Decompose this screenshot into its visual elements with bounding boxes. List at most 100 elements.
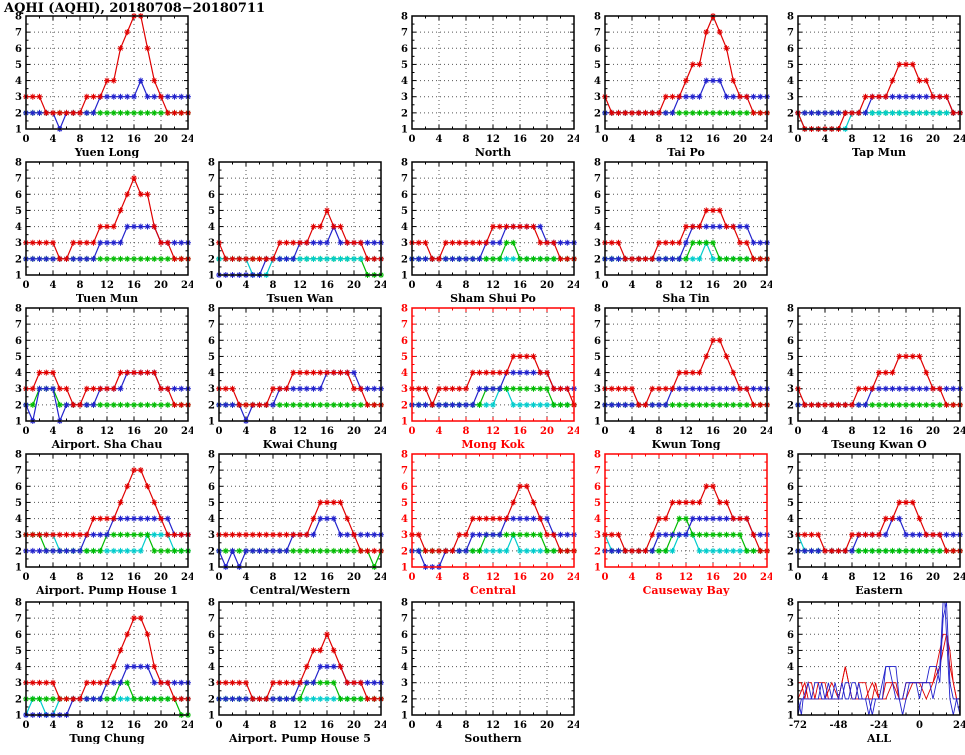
- station-label-tsuen-wan: Tsuen Wan: [267, 292, 334, 304]
- series-line-blue-b: [797, 601, 960, 716]
- x-tick-label: 4: [50, 280, 57, 291]
- x-tick-label: 12: [679, 426, 693, 437]
- y-tick-label: 4: [208, 368, 215, 379]
- x-tick-label: 16: [899, 134, 913, 145]
- series-markers-red: [409, 483, 577, 554]
- x-tick-label: 0: [409, 572, 416, 583]
- x-tick-label: 12: [293, 720, 307, 731]
- chart-central: 1 2 3 4 5 6 7 8 0 4 8 12 16 20 24 Central: [386, 450, 581, 598]
- y-tick-label: 3: [15, 530, 22, 541]
- y-tick-label: 5: [208, 206, 215, 217]
- station-label-kwai-chung: Kwai Chung: [263, 438, 338, 450]
- y-tick-label: 6: [594, 482, 601, 493]
- y-tick-label: 3: [594, 92, 601, 103]
- chart-causeway-bay: 1 2 3 4 5 6 7 8 0 4 8 12 16 20 24 Causeway Bay: [579, 450, 774, 598]
- y-tick-label: 2: [208, 694, 215, 705]
- station-label-airport-pump-house-5: Airport. Pump House 5: [228, 732, 371, 744]
- station-label-north: North: [475, 146, 511, 158]
- y-tick-label: 6: [15, 190, 22, 201]
- x-tick-label: 24: [374, 720, 386, 731]
- x-tick-label: 4: [629, 134, 636, 145]
- series-line-red-b: [797, 634, 960, 701]
- y-tick-label: 3: [15, 678, 22, 689]
- plot-border: [411, 601, 575, 716]
- y-tick-label: 6: [594, 190, 601, 201]
- y-tick-label: 1: [15, 125, 22, 136]
- x-tick-label: -72: [789, 720, 807, 731]
- y-tick-label: 8: [15, 598, 22, 609]
- y-tick-label: 8: [15, 450, 22, 461]
- x-tick-label: 8: [463, 134, 470, 145]
- y-tick-label: 1: [15, 563, 22, 574]
- x-tick-label: 12: [679, 134, 693, 145]
- station-label-tseung-kwan-o: Tseung Kwan O: [831, 438, 927, 450]
- y-tick-label: 3: [15, 238, 22, 249]
- x-tick-label: 0: [795, 134, 802, 145]
- y-tick-label: 8: [401, 158, 408, 169]
- y-tick-label: 6: [208, 630, 215, 641]
- y-tick-label: 6: [401, 44, 408, 55]
- station-label-yuen-long: Yuen Long: [74, 146, 140, 158]
- y-tick-label: 5: [787, 498, 794, 509]
- y-tick-label: 4: [594, 514, 601, 525]
- y-tick-label: 5: [401, 646, 408, 657]
- x-tick-label: 20: [926, 134, 940, 145]
- y-tick-label: 2: [401, 546, 408, 557]
- x-tick-label: 24: [953, 572, 965, 583]
- y-tick-label: 7: [787, 466, 794, 477]
- y-tick-label: 2: [787, 108, 794, 119]
- series-line-blue-a: [797, 601, 961, 716]
- y-tick-label: 5: [787, 352, 794, 363]
- y-tick-label: 2: [401, 254, 408, 265]
- y-tick-label: 1: [401, 711, 408, 722]
- chart-kwun-tong: 1 2 3 4 5 6 7 8 0 4 8 12 16 20 24 Kwun Tong: [579, 304, 774, 452]
- x-tick-label: 8: [463, 720, 470, 731]
- chart-yuen-long: 1 2 3 4 5 6 7 8 0 4 8 12 16 20 24 Yuen Long: [0, 12, 195, 160]
- y-tick-label: 5: [594, 206, 601, 217]
- y-tick-label: 8: [594, 304, 601, 315]
- x-tick-label: 8: [656, 280, 663, 291]
- plot-border: [25, 15, 189, 130]
- y-tick-label: 8: [208, 598, 215, 609]
- y-tick-label: 7: [208, 614, 215, 625]
- y-tick-label: 1: [401, 125, 408, 136]
- y-tick-label: 7: [787, 614, 794, 625]
- station-label-sham-shui-po: Sham Shui Po: [450, 292, 536, 304]
- x-tick-label: 16: [706, 426, 720, 437]
- x-tick-label: 8: [77, 426, 84, 437]
- y-tick-label: 4: [594, 222, 601, 233]
- x-tick-label: 20: [347, 572, 361, 583]
- y-tick-label: 7: [594, 320, 601, 331]
- x-tick-label: 4: [822, 572, 829, 583]
- x-tick-label: 12: [872, 572, 886, 583]
- plot-border: [218, 307, 382, 422]
- y-tick-label: 1: [401, 271, 408, 282]
- station-label-sha-tin: Sha Tin: [662, 292, 709, 304]
- x-tick-label: 20: [733, 134, 747, 145]
- x-tick-label: 12: [293, 426, 307, 437]
- x-tick-label: 4: [50, 572, 57, 583]
- y-tick-label: 2: [208, 254, 215, 265]
- y-tick-label: 1: [208, 417, 215, 428]
- x-tick-label: 0: [602, 572, 609, 583]
- x-tick-label: 16: [899, 426, 913, 437]
- y-tick-label: 7: [15, 320, 22, 331]
- plot-border: [411, 453, 575, 568]
- x-tick-label: 0: [409, 134, 416, 145]
- chart-sha-tin: 1 2 3 4 5 6 7 8 0 4 8 12 16 20 24 Sha Tin: [579, 158, 774, 306]
- y-tick-label: 6: [15, 630, 22, 641]
- x-tick-label: 16: [127, 280, 141, 291]
- y-tick-label: 3: [787, 92, 794, 103]
- y-tick-label: 1: [15, 271, 22, 282]
- x-tick-label: 4: [822, 134, 829, 145]
- y-tick-label: 8: [208, 158, 215, 169]
- x-tick-label: 24: [181, 134, 193, 145]
- y-tick-label: 1: [787, 711, 794, 722]
